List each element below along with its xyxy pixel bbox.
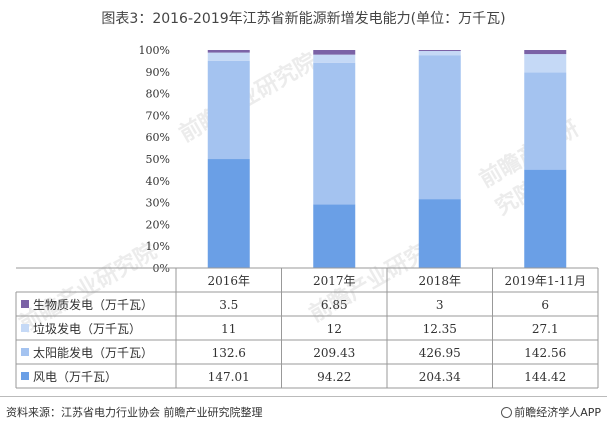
y-tick-label: 70%: [146, 109, 170, 122]
bar-segment-solar: [418, 55, 461, 200]
y-tick-label: 80%: [146, 88, 170, 101]
legend-swatch-solar: [21, 348, 29, 356]
x-category-label: 2017年: [313, 274, 356, 288]
bar-segment-biomass: [313, 50, 356, 55]
bar-segment-biomass: [524, 50, 567, 55]
legend-label-garbage: 垃圾发电（万千瓦）: [33, 321, 141, 336]
y-tick-label: 50%: [146, 153, 170, 166]
table-value: 209.43: [313, 346, 355, 360]
bar-segment-biomass: [418, 50, 461, 52]
y-tick-label: 20%: [146, 218, 170, 231]
x-category-label: 2016年: [207, 274, 250, 288]
y-tick-label: 100%: [139, 44, 170, 57]
brand-label: 前瞻经济学人APP: [501, 404, 601, 420]
legend-label-solar: 太阳能发电（万千瓦）: [33, 345, 153, 360]
table-value: 204.34: [419, 370, 461, 384]
table-value: 147.01: [208, 370, 250, 384]
chart-title: 图表3：2016-2019年江苏省新能源新增发电能力(单位：万千瓦): [101, 11, 506, 27]
y-tick-label: 10%: [146, 240, 170, 253]
legend-label-biomass: 生物质发电（万千瓦）: [33, 297, 153, 312]
brand-text: 前瞻经济学人APP: [514, 406, 601, 419]
legend-swatch-wind: [21, 372, 29, 380]
table-value: 12.35: [423, 322, 457, 336]
bar-segment-garbage: [418, 51, 461, 56]
table-value: 6.85: [321, 298, 348, 312]
bar-segment-wind: [207, 159, 250, 268]
legend-swatch-biomass: [21, 300, 29, 308]
stacked-bar-chart: 0%10%20%30%40%50%60%70%80%90%100%2016年 20…: [15, 44, 599, 389]
footer-divider: [0, 396, 607, 397]
table-value: 132.6: [212, 346, 246, 360]
table-value: 3: [436, 298, 444, 312]
x-category-label: 2018年: [418, 274, 461, 288]
bar-segment-wind: [313, 204, 356, 268]
table-value: 11: [221, 322, 236, 336]
table-value: 3.5: [219, 298, 238, 312]
bar-segment-biomass: [207, 50, 250, 53]
bar-segment-solar: [207, 60, 250, 160]
table-value: 426.95: [419, 346, 461, 360]
bar-segment-solar: [524, 72, 567, 170]
y-tick-label: 40%: [146, 175, 170, 188]
table-value: 142.56: [524, 346, 566, 360]
bar-segment-solar: [313, 62, 356, 205]
brand-logo-icon: [501, 407, 513, 418]
table-value: 94.22: [317, 370, 351, 384]
y-tick-label: 30%: [146, 197, 170, 210]
bar-segment-wind: [418, 199, 461, 268]
x-category-label: 2019年1-11月: [505, 274, 587, 288]
source-note: 资料来源：江苏省电力行业协会 前瞻产业研究院整理: [6, 406, 263, 419]
y-tick-label: 60%: [146, 131, 170, 144]
bar-segment-wind: [524, 169, 567, 268]
bar-segment-garbage: [524, 54, 567, 73]
bar-segment-garbage: [313, 54, 356, 63]
table-value: 6: [541, 298, 549, 312]
table-value: 27.1: [532, 322, 559, 336]
table-value: 12: [327, 322, 342, 336]
legend-swatch-garbage: [21, 324, 29, 332]
legend-label-wind: 风电（万千瓦）: [33, 370, 117, 384]
bar-segment-garbage: [207, 52, 250, 61]
table-value: 144.42: [524, 370, 566, 384]
y-tick-label: 90%: [146, 66, 170, 79]
